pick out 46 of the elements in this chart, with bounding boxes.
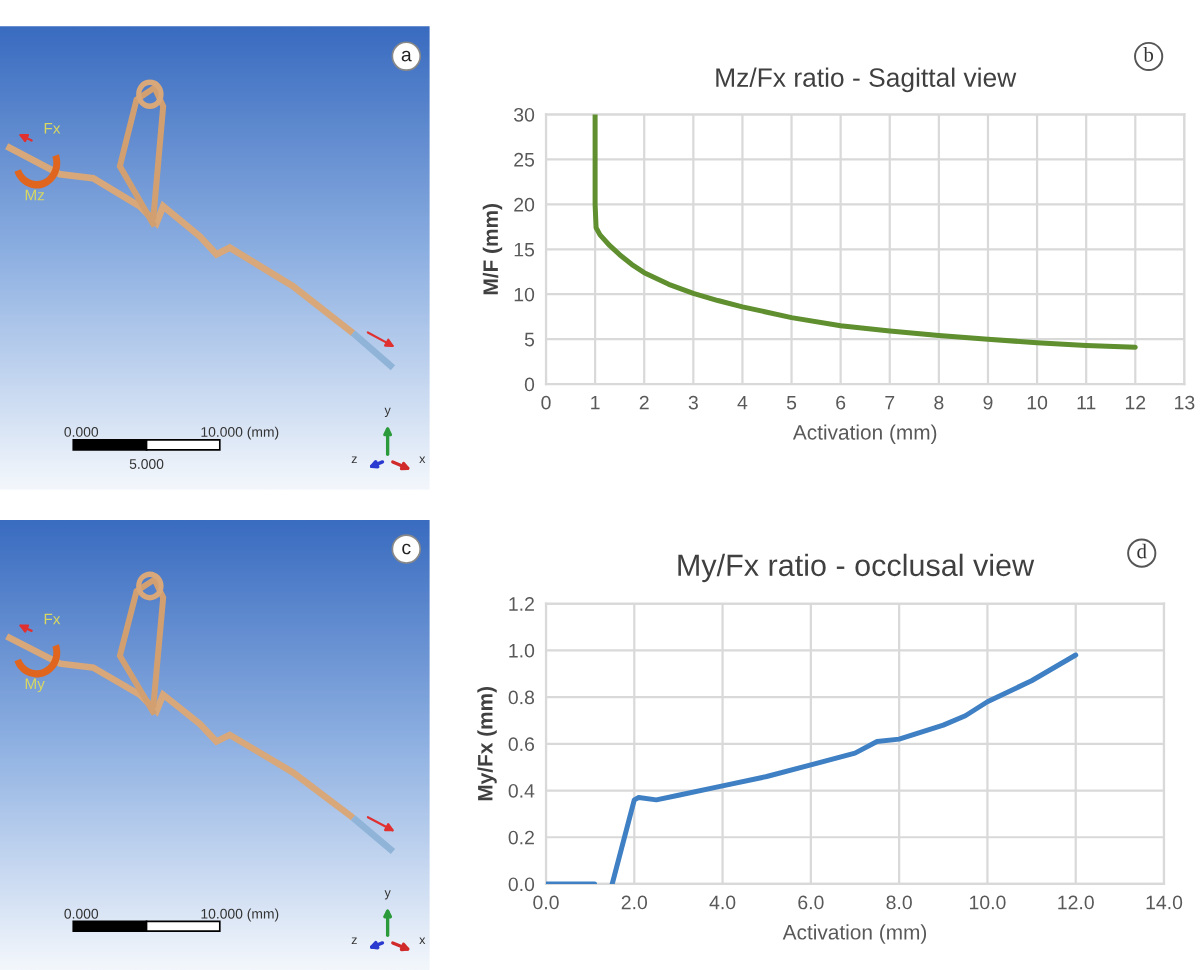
x-tick-label: 2.0	[621, 895, 648, 910]
x-tick-label: 12	[1125, 395, 1146, 410]
text: d	[1137, 543, 1147, 559]
x-tick-label: 6.0	[798, 895, 824, 910]
text: c	[402, 543, 411, 555]
x-tick-label: 4	[737, 395, 748, 410]
text: a	[401, 50, 412, 62]
x-tick-label: 8.0	[886, 895, 912, 910]
x-axis-title: Activation (mm)	[782, 924, 927, 944]
x-tick-label: 7	[885, 395, 895, 410]
y-tick-label: 1.2	[509, 597, 534, 611]
x-tick-label: 3	[688, 395, 698, 410]
x-tick-label: 12.0	[1058, 895, 1094, 910]
y-tick-label: 0.2	[508, 830, 534, 845]
line-series	[592, 114, 1138, 350]
x-tick-label: 9	[983, 395, 993, 410]
x-tick-label: 4.0	[709, 895, 736, 910]
y-tick-label: 25	[514, 152, 535, 167]
y-tick-label: 20	[514, 197, 535, 212]
y-tick-label: 10	[514, 287, 535, 302]
x-tick-label: 14.0	[1146, 895, 1183, 910]
x-tick-label: 0	[541, 395, 551, 410]
y-tick-label: 1.0	[509, 643, 535, 658]
y-tick-label: 0.0	[508, 877, 535, 892]
x-tick-label: 10	[1027, 395, 1048, 410]
x-axis-title: Activation (mm)	[792, 424, 937, 444]
y-tick-label: 0.8	[508, 690, 535, 705]
text: b	[1143, 47, 1154, 62]
y-tick-label: 30	[514, 107, 535, 122]
x-tick-label: 2	[639, 395, 649, 410]
y-tick-label: 15	[514, 242, 535, 257]
chart-title: My/Fx ratio - occlusal view	[678, 553, 1035, 583]
y-tick-label: 5	[524, 332, 535, 347]
chart-title: Mz/Fx ratio - Sagittal view	[716, 67, 1017, 93]
x-tick-label: 8	[934, 395, 944, 410]
x-tick-label: 6	[836, 395, 846, 410]
y-tick-label: 0.4	[508, 783, 535, 798]
x-tick-label: 10.0	[969, 895, 1006, 910]
y-axis-title: M/F (mm)	[482, 204, 503, 295]
y-tick-label: 0.6	[508, 737, 535, 752]
y-axis-title: My/Fx (mm)	[477, 686, 497, 801]
x-tick-label: 11	[1077, 395, 1096, 410]
x-tick-label: 1	[591, 395, 600, 410]
x-tick-label: 5	[786, 395, 797, 410]
y-tick-label: 0	[524, 377, 535, 392]
x-tick-label: 13	[1175, 395, 1195, 410]
